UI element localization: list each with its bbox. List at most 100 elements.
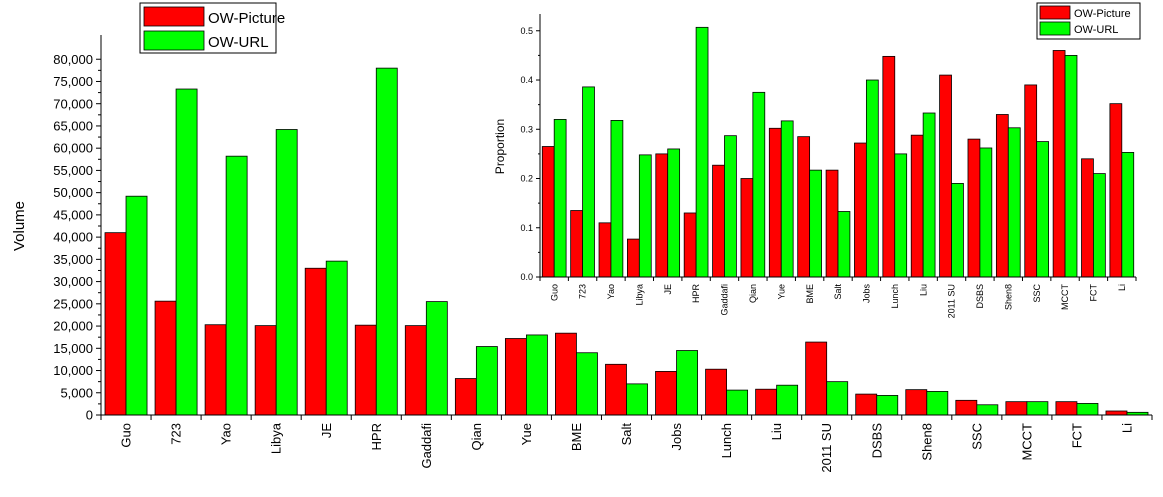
x-tick-label: Yue xyxy=(519,423,534,445)
x-tick-label: Jobs xyxy=(669,423,684,451)
bar-ow-picture-18 xyxy=(1052,50,1066,278)
bar-ow-url-17 xyxy=(1036,141,1049,278)
bar-ow-picture-12 xyxy=(882,55,896,278)
bar-ow-url-19 xyxy=(1076,403,1099,416)
bar-ow-picture-15 xyxy=(967,138,981,278)
bar-ow-picture-0 xyxy=(104,232,127,416)
bar-ow-picture-16 xyxy=(905,389,928,416)
bar-ow-url-1 xyxy=(582,86,595,278)
x-tick-label: 2011 SU xyxy=(947,284,957,318)
bar-ow-picture-10 xyxy=(605,363,627,416)
y-tick-label: 35,000 xyxy=(53,252,93,267)
x-tick-label: DSBS xyxy=(869,423,884,459)
y-tick-label: 40,000 xyxy=(53,230,93,245)
bar-ow-url-4 xyxy=(325,260,348,416)
bar-ow-picture-2 xyxy=(204,324,227,416)
bar-ow-picture-8 xyxy=(504,338,527,416)
x-tick-label: Shen8 xyxy=(1003,284,1013,310)
legend-swatch-ow-url xyxy=(143,30,205,51)
x-tick-label: HPR xyxy=(369,423,384,450)
bar-ow-url-18 xyxy=(1064,55,1078,278)
x-tick-label: MCCT xyxy=(1060,284,1070,310)
bar-ow-picture-4 xyxy=(304,267,327,416)
bar-ow-picture-6 xyxy=(712,164,725,278)
bar-ow-url-8 xyxy=(780,120,794,278)
y-tick-label: 45,000 xyxy=(53,207,93,222)
bar-ow-picture-8 xyxy=(768,127,782,278)
bar-ow-url-12 xyxy=(894,153,908,278)
x-tick-label: Yao xyxy=(606,284,616,299)
x-tick-label: Salt xyxy=(833,284,843,300)
bar-ow-url-5 xyxy=(375,67,398,416)
bar-ow-url-0 xyxy=(125,195,148,416)
bar-ow-url-9 xyxy=(576,352,598,416)
y-tick-label: 80,000 xyxy=(53,52,93,67)
bar-ow-picture-7 xyxy=(740,178,754,278)
y-axis-title: Volume xyxy=(11,201,28,251)
bar-ow-url-3 xyxy=(638,154,652,278)
x-tick-label: Yue xyxy=(776,284,786,300)
bar-ow-picture-3 xyxy=(254,325,277,416)
legend-label-ow-url: OW-URL xyxy=(208,34,269,51)
bar-ow-url-14 xyxy=(826,381,849,416)
bar-ow-picture-14 xyxy=(939,74,952,278)
y-tick-label: 50,000 xyxy=(53,185,93,200)
y-tick-label: 0.2 xyxy=(520,174,533,184)
bar-ow-picture-11 xyxy=(854,142,867,278)
bar-ow-picture-9 xyxy=(555,332,577,416)
x-tick-label: JE xyxy=(319,423,334,439)
x-tick-label: DSBS xyxy=(975,284,985,309)
bar-ow-url-18 xyxy=(1026,401,1049,416)
x-tick-label: SSC xyxy=(969,423,984,450)
bar-ow-url-13 xyxy=(776,384,799,416)
bar-ow-picture-18 xyxy=(1005,401,1028,416)
x-tick-label: Lunch xyxy=(890,284,900,309)
x-tick-label: Lunch xyxy=(719,423,734,458)
x-tick-label: MCCT xyxy=(1019,423,1034,461)
bar-ow-picture-12 xyxy=(705,368,728,416)
x-tick-label: Yao xyxy=(219,423,234,445)
x-tick-label: Liu xyxy=(769,423,784,440)
bar-ow-url-3 xyxy=(275,129,298,416)
x-tick-label: Gaddafi xyxy=(720,284,730,316)
bar-ow-url-1 xyxy=(175,88,198,416)
bar-ow-url-13 xyxy=(922,112,936,278)
bar-ow-url-14 xyxy=(951,183,964,278)
bar-ow-url-19 xyxy=(1093,173,1106,278)
bar-ow-picture-10 xyxy=(825,169,839,278)
legend-label-ow-picture: OW-Picture xyxy=(208,10,285,27)
legend-swatch-ow-picture xyxy=(143,6,205,27)
x-tick-label: Qian xyxy=(748,284,758,303)
bar-ow-picture-11 xyxy=(655,371,677,416)
x-tick-label: HPR xyxy=(691,284,701,304)
legend-swatch-ow-url xyxy=(1039,21,1071,36)
x-tick-label: FCT xyxy=(1069,423,1084,448)
bar-ow-picture-7 xyxy=(454,378,477,416)
y-tick-label: 0.5 xyxy=(520,26,533,36)
bar-ow-url-5 xyxy=(695,26,709,278)
y-tick-label: 75,000 xyxy=(53,74,93,89)
bar-ow-picture-13 xyxy=(755,388,778,416)
bar-ow-picture-1 xyxy=(154,300,177,416)
inset-proportion-chart: 0.0 0.1 0.2 0.3 0.4 0.5 Guo 723 Yao Libya JE HPR Gad… xyxy=(493,2,1141,318)
bar-ow-url-20 xyxy=(1121,152,1135,278)
bar-ow-url-8 xyxy=(526,334,548,416)
bar-ow-picture-5 xyxy=(354,324,377,416)
x-tick-label: BME xyxy=(805,284,815,304)
y-tick-label: 25,000 xyxy=(53,296,93,311)
legend-label-ow-url: OW-URL xyxy=(1074,24,1118,36)
main-bar-chart: 0 5,000 10,000 15,000 20,000 25,000 30,000 35,0… xyxy=(11,2,1153,473)
x-tick-label: JE xyxy=(663,284,673,295)
x-tick-label: Gaddafi xyxy=(419,423,434,469)
bar-ow-picture-20 xyxy=(1109,103,1123,278)
bar-ow-url-9 xyxy=(809,169,822,278)
x-tick-label: Libya xyxy=(634,284,644,306)
bar-ow-url-11 xyxy=(676,350,698,416)
y-tick-label: 0.3 xyxy=(520,124,533,134)
bar-ow-url-16 xyxy=(1007,127,1021,278)
bar-ow-picture-3 xyxy=(627,238,640,278)
bar-ow-picture-16 xyxy=(995,114,1009,278)
bar-ow-url-2 xyxy=(225,155,248,416)
bar-ow-picture-14 xyxy=(805,341,828,416)
bar-ow-url-2 xyxy=(610,120,624,278)
